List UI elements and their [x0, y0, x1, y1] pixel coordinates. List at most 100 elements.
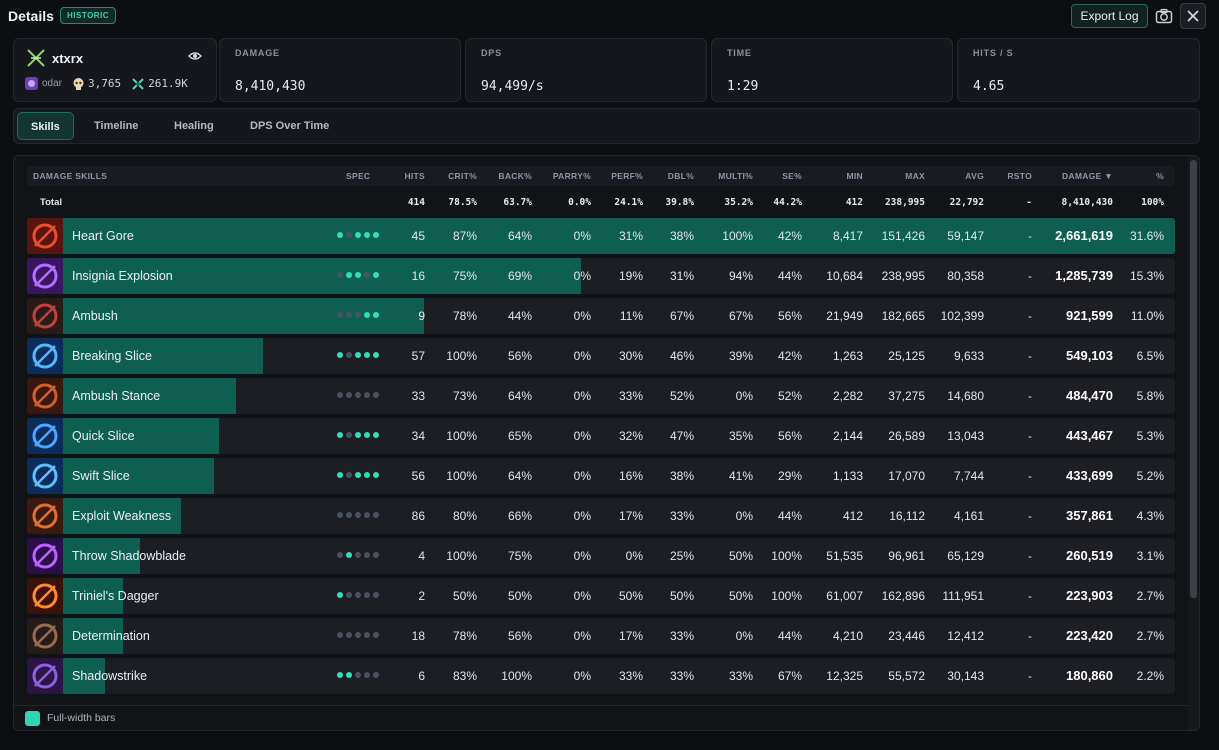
cell-se: 100%	[771, 549, 802, 563]
cell-multi: 50%	[728, 589, 753, 603]
damage-share-bar	[27, 258, 581, 294]
spec-dot	[364, 272, 370, 278]
skill-row[interactable]: Quick Slice 34 100% 65% 0% 32% 47% 35% 56% 2,144 2…	[27, 418, 1175, 454]
header-damage-skills[interactable]: DAMAGE SKILLS	[33, 171, 108, 181]
header-avg[interactable]: AVG	[965, 171, 984, 181]
cell-damage: 180,860	[1066, 668, 1113, 683]
tab-skills[interactable]: Skills	[17, 112, 74, 140]
cell-perf: 17%	[618, 509, 643, 523]
header-damage[interactable]: DAMAGE ▼	[1062, 171, 1113, 181]
header-max[interactable]: MAX	[905, 171, 925, 181]
header-min[interactable]: MIN	[846, 171, 863, 181]
spec-dot	[373, 312, 379, 318]
ambush-icon	[27, 298, 63, 334]
cell-parry: 0%	[573, 229, 591, 243]
close-button[interactable]	[1180, 3, 1206, 29]
spec-dots	[337, 232, 382, 238]
full-width-bars-checkbox[interactable]	[25, 711, 40, 726]
skill-name: Swift Slice	[72, 469, 130, 483]
total-row: Total 414 78.5% 63.7% 0.0% 24.1% 39.8% 3…	[27, 192, 1175, 214]
spec-dot	[373, 472, 379, 478]
cell-dbl: 25%	[669, 549, 694, 563]
skill-name: Ambush Stance	[72, 389, 161, 403]
table-header: DAMAGE SKILLS SPEC HITS CRIT% BACK% PARR…	[27, 166, 1175, 186]
cell-se: 42%	[777, 349, 802, 363]
total-damage: 8,410,430	[1061, 197, 1113, 208]
header-spec[interactable]: SPEC	[346, 171, 371, 181]
header-parry[interactable]: PARRY%	[552, 171, 591, 181]
guild-icon	[25, 77, 38, 90]
header-perf[interactable]: PERF%	[611, 171, 643, 181]
skill-row[interactable]: Triniel's Dagger 2 50% 50% 0% 50% 50% 50% 100% 61…	[27, 578, 1175, 614]
cell-multi: 0%	[735, 629, 753, 643]
header-multi[interactable]: MULTI%	[718, 171, 753, 181]
cell-pct: 4.3%	[1136, 509, 1164, 523]
skill-row[interactable]: Heart Gore 45 87% 64% 0% 31% 38% 100% 42% 8,417 15…	[27, 218, 1175, 254]
skill-row[interactable]: Insignia Explosion 16 75% 69% 0% 19% 31% 94% 44%…	[27, 258, 1175, 294]
stat-value: 1:29	[727, 79, 759, 94]
cell-damage: 260,519	[1066, 548, 1113, 563]
full-width-bars-label[interactable]: Full-width bars	[47, 712, 116, 724]
spec-dot	[355, 272, 361, 278]
cell-back: 64%	[507, 229, 532, 243]
skill-row[interactable]: Exploit Weakness 86 80% 66% 0% 17% 33% 0% 44% 412…	[27, 498, 1175, 534]
spec-dot	[346, 632, 352, 638]
header-back[interactable]: BACK%	[498, 171, 532, 181]
scrollbar[interactable]	[1188, 156, 1199, 730]
stat-card-dps: DPS 94,499/s	[465, 38, 707, 102]
skill-row[interactable]: Ambush 9 78% 44% 0% 11% 67% 67% 56% 21,949 182,665…	[27, 298, 1175, 334]
tab-timeline[interactable]: Timeline	[94, 120, 139, 132]
power-value: 261.9K	[148, 77, 188, 90]
spec-dot	[364, 592, 370, 598]
breaking-slice-icon	[27, 338, 63, 374]
cell-pct: 2.7%	[1136, 629, 1164, 643]
spec-dot	[337, 592, 343, 598]
header-rsto[interactable]: RSTO	[1007, 171, 1032, 181]
header-hits[interactable]: HITS	[404, 171, 425, 181]
cell-rsto: -	[1028, 629, 1032, 643]
spec-dot	[373, 672, 379, 678]
cell-avg: 30,143	[947, 669, 984, 683]
cell-damage: 443,467	[1066, 428, 1113, 443]
skill-row[interactable]: Throw Shadowblade 4 100% 75% 0% 0% 25% 50% 100% 5…	[27, 538, 1175, 574]
cell-hits: 6	[418, 669, 425, 683]
skill-row[interactable]: Breaking Slice 57 100% 56% 0% 30% 46% 39% 42% 1,2…	[27, 338, 1175, 374]
cell-back: 66%	[507, 509, 532, 523]
eye-icon[interactable]	[188, 51, 202, 61]
header-crit[interactable]: CRIT%	[448, 171, 477, 181]
spec-dot	[373, 352, 379, 358]
tab-healing[interactable]: Healing	[174, 120, 214, 132]
skill-row[interactable]: Swift Slice 56 100% 64% 0% 16% 38% 41% 29% 1,133 1…	[27, 458, 1175, 494]
tab-dps-over-time[interactable]: DPS Over Time	[250, 120, 330, 132]
spec-dot	[346, 472, 352, 478]
table-footer: Full-width bars	[14, 705, 1188, 730]
skill-name: Determination	[72, 629, 150, 643]
cell-max: 16,112	[889, 509, 925, 523]
header-se[interactable]: SE%	[782, 171, 802, 181]
cell-dbl: 33%	[669, 509, 694, 523]
skill-row[interactable]: Ambush Stance 33 73% 64% 0% 33% 52% 0% 52% 2,282 3…	[27, 378, 1175, 414]
cell-rsto: -	[1028, 509, 1032, 523]
skill-row[interactable]: Shadowstrike 6 83% 100% 0% 33% 33% 33% 67% 12,325…	[27, 658, 1175, 694]
cell-multi: 0%	[735, 389, 753, 403]
skill-row[interactable]: Determination 18 78% 56% 0% 17% 33% 0% 44% 4,210 2…	[27, 618, 1175, 654]
cell-dbl: 33%	[669, 629, 694, 643]
spec-dot	[337, 272, 343, 278]
stat-label: TIME	[727, 48, 752, 58]
cell-min: 12,325	[826, 669, 863, 683]
header-percent[interactable]: %	[1156, 171, 1164, 181]
cell-dbl: 52%	[669, 389, 694, 403]
camera-icon[interactable]	[1155, 7, 1173, 25]
cell-back: 50%	[507, 589, 532, 603]
cell-se: 44%	[777, 629, 802, 643]
scrollbar-thumb[interactable]	[1190, 160, 1197, 598]
export-log-button[interactable]: Export Log	[1071, 4, 1148, 28]
cell-max: 182,665	[881, 309, 925, 323]
header-dbl[interactable]: DBL%	[667, 171, 694, 181]
cell-perf: 30%	[618, 349, 643, 363]
cell-perf: 33%	[618, 669, 643, 683]
spec-dots	[337, 392, 382, 398]
cell-parry: 0%	[573, 309, 591, 323]
spec-dots	[337, 672, 382, 678]
cell-pct: 3.1%	[1136, 549, 1164, 563]
